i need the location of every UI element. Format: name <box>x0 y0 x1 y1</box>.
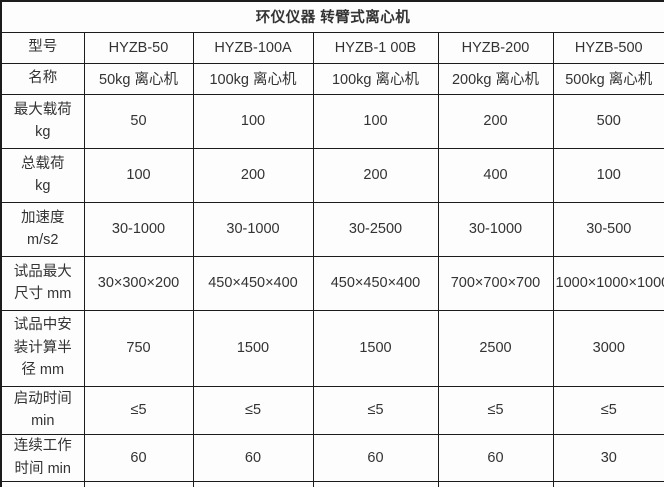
table-cell: HYZB-200 <box>437 31 554 64</box>
table-cell: 1500 <box>192 309 314 387</box>
row-label-max-load: 最大载荷 kg <box>0 93 85 149</box>
table-row: 型号 HYZB-50 HYZB-100A HYZB-1 00B HYZB-200… <box>0 31 664 64</box>
table-cell: HYZB-50 <box>83 31 194 64</box>
table-row: 启动时间 min ≤5 ≤5 ≤5 ≤5 ≤5 <box>0 385 664 435</box>
table-cell: 200 <box>437 93 554 149</box>
table-cell: ≤5 <box>312 385 439 435</box>
table-title-row: 环仪仪器 转臂式离心机 <box>0 0 664 33</box>
table-row: 试品中安 装计算半 径 mm 750 1500 1500 2500 3000 <box>0 309 664 387</box>
table-cell: HYZB-100A <box>192 31 314 64</box>
table-cell: 30 <box>552 433 664 482</box>
table-cell: 60 <box>83 433 194 482</box>
table-cell: 60 <box>312 433 439 482</box>
table-cell: 200 <box>192 147 314 203</box>
row-label-acceleration: 加速度 m/s2 <box>0 201 85 257</box>
table-cell: 700×700×700 <box>437 255 554 311</box>
table-cell: ≤5 <box>552 385 664 435</box>
row-label-mounting-radius: 试品中安 装计算半 径 mm <box>0 309 85 387</box>
table-cell: 60 <box>192 433 314 482</box>
table-cell: 100kg 离心机 <box>192 62 314 95</box>
table-cell: 500kg 离心机 <box>552 62 664 95</box>
table-cell: 30×300×200 <box>83 255 194 311</box>
table-cell: 500 <box>552 93 664 149</box>
table-cell: ≤5 <box>83 385 194 435</box>
table-cell: 450×450×400 <box>192 255 314 311</box>
table-cell: 30-500 <box>552 201 664 257</box>
table-cell-empty <box>83 480 194 487</box>
table-row: 名称 50kg 离心机 100kg 离心机 100kg 离心机 200kg 离心… <box>0 62 664 95</box>
row-label-model: 型号 <box>0 31 85 64</box>
table-row: 总载荷 kg 100 200 200 400 100 <box>0 147 664 203</box>
row-label-startup-time: 启动时间 min <box>0 385 85 435</box>
row-label-name: 名称 <box>0 62 85 95</box>
table-cell: 2500 <box>437 309 554 387</box>
table-row: 加速度 m/s2 30-1000 30-1000 30-2500 30-1000… <box>0 201 664 257</box>
table-cell: 100kg 离心机 <box>312 62 439 95</box>
table-cell-empty <box>437 480 554 487</box>
table-cell-empty <box>312 480 439 487</box>
row-label-continuous-working-time: 连续工作 时间 min <box>0 433 85 482</box>
table-cell: 50kg 离心机 <box>83 62 194 95</box>
table-cell-empty <box>192 480 314 487</box>
table-cell: ≤5 <box>437 385 554 435</box>
table-row: 试品最大 尺寸 mm 30×300×200 450×450×400 450×45… <box>0 255 664 311</box>
table-cell: ≤5 <box>192 385 314 435</box>
table-cell-empty <box>0 480 85 487</box>
row-label-total-load: 总载荷 kg <box>0 147 85 203</box>
table-cell: 750 <box>83 309 194 387</box>
table-cell: 100 <box>83 147 194 203</box>
table-cell: 1500 <box>312 309 439 387</box>
row-label-max-specimen-size: 试品最大 尺寸 mm <box>0 255 85 311</box>
table-cell: 50 <box>83 93 194 149</box>
table-cell: 100 <box>552 147 664 203</box>
table-cell: 30-1000 <box>83 201 194 257</box>
table-row: 最大载荷 kg 50 100 100 200 500 <box>0 93 664 149</box>
table-row-partial <box>0 480 664 487</box>
table-cell: HYZB-1 00B <box>312 31 439 64</box>
table-cell: 200kg 离心机 <box>437 62 554 95</box>
table-cell-empty <box>552 480 664 487</box>
table-title: 环仪仪器 转臂式离心机 <box>0 0 664 33</box>
table-cell: 200 <box>312 147 439 203</box>
table-cell: 100 <box>312 93 439 149</box>
table-cell: 30-2500 <box>312 201 439 257</box>
table-cell: 30-1000 <box>192 201 314 257</box>
table-cell: 450×450×400 <box>312 255 439 311</box>
table-cell: 60 <box>437 433 554 482</box>
table-cell: 1000×1000×1000 <box>552 255 664 311</box>
table-cell: 100 <box>192 93 314 149</box>
table-cell: HYZB-500 <box>552 31 664 64</box>
table-cell: 3000 <box>552 309 664 387</box>
table-cell: 400 <box>437 147 554 203</box>
table-cell: 30-1000 <box>437 201 554 257</box>
table-row: 连续工作 时间 min 60 60 60 60 30 <box>0 433 664 482</box>
